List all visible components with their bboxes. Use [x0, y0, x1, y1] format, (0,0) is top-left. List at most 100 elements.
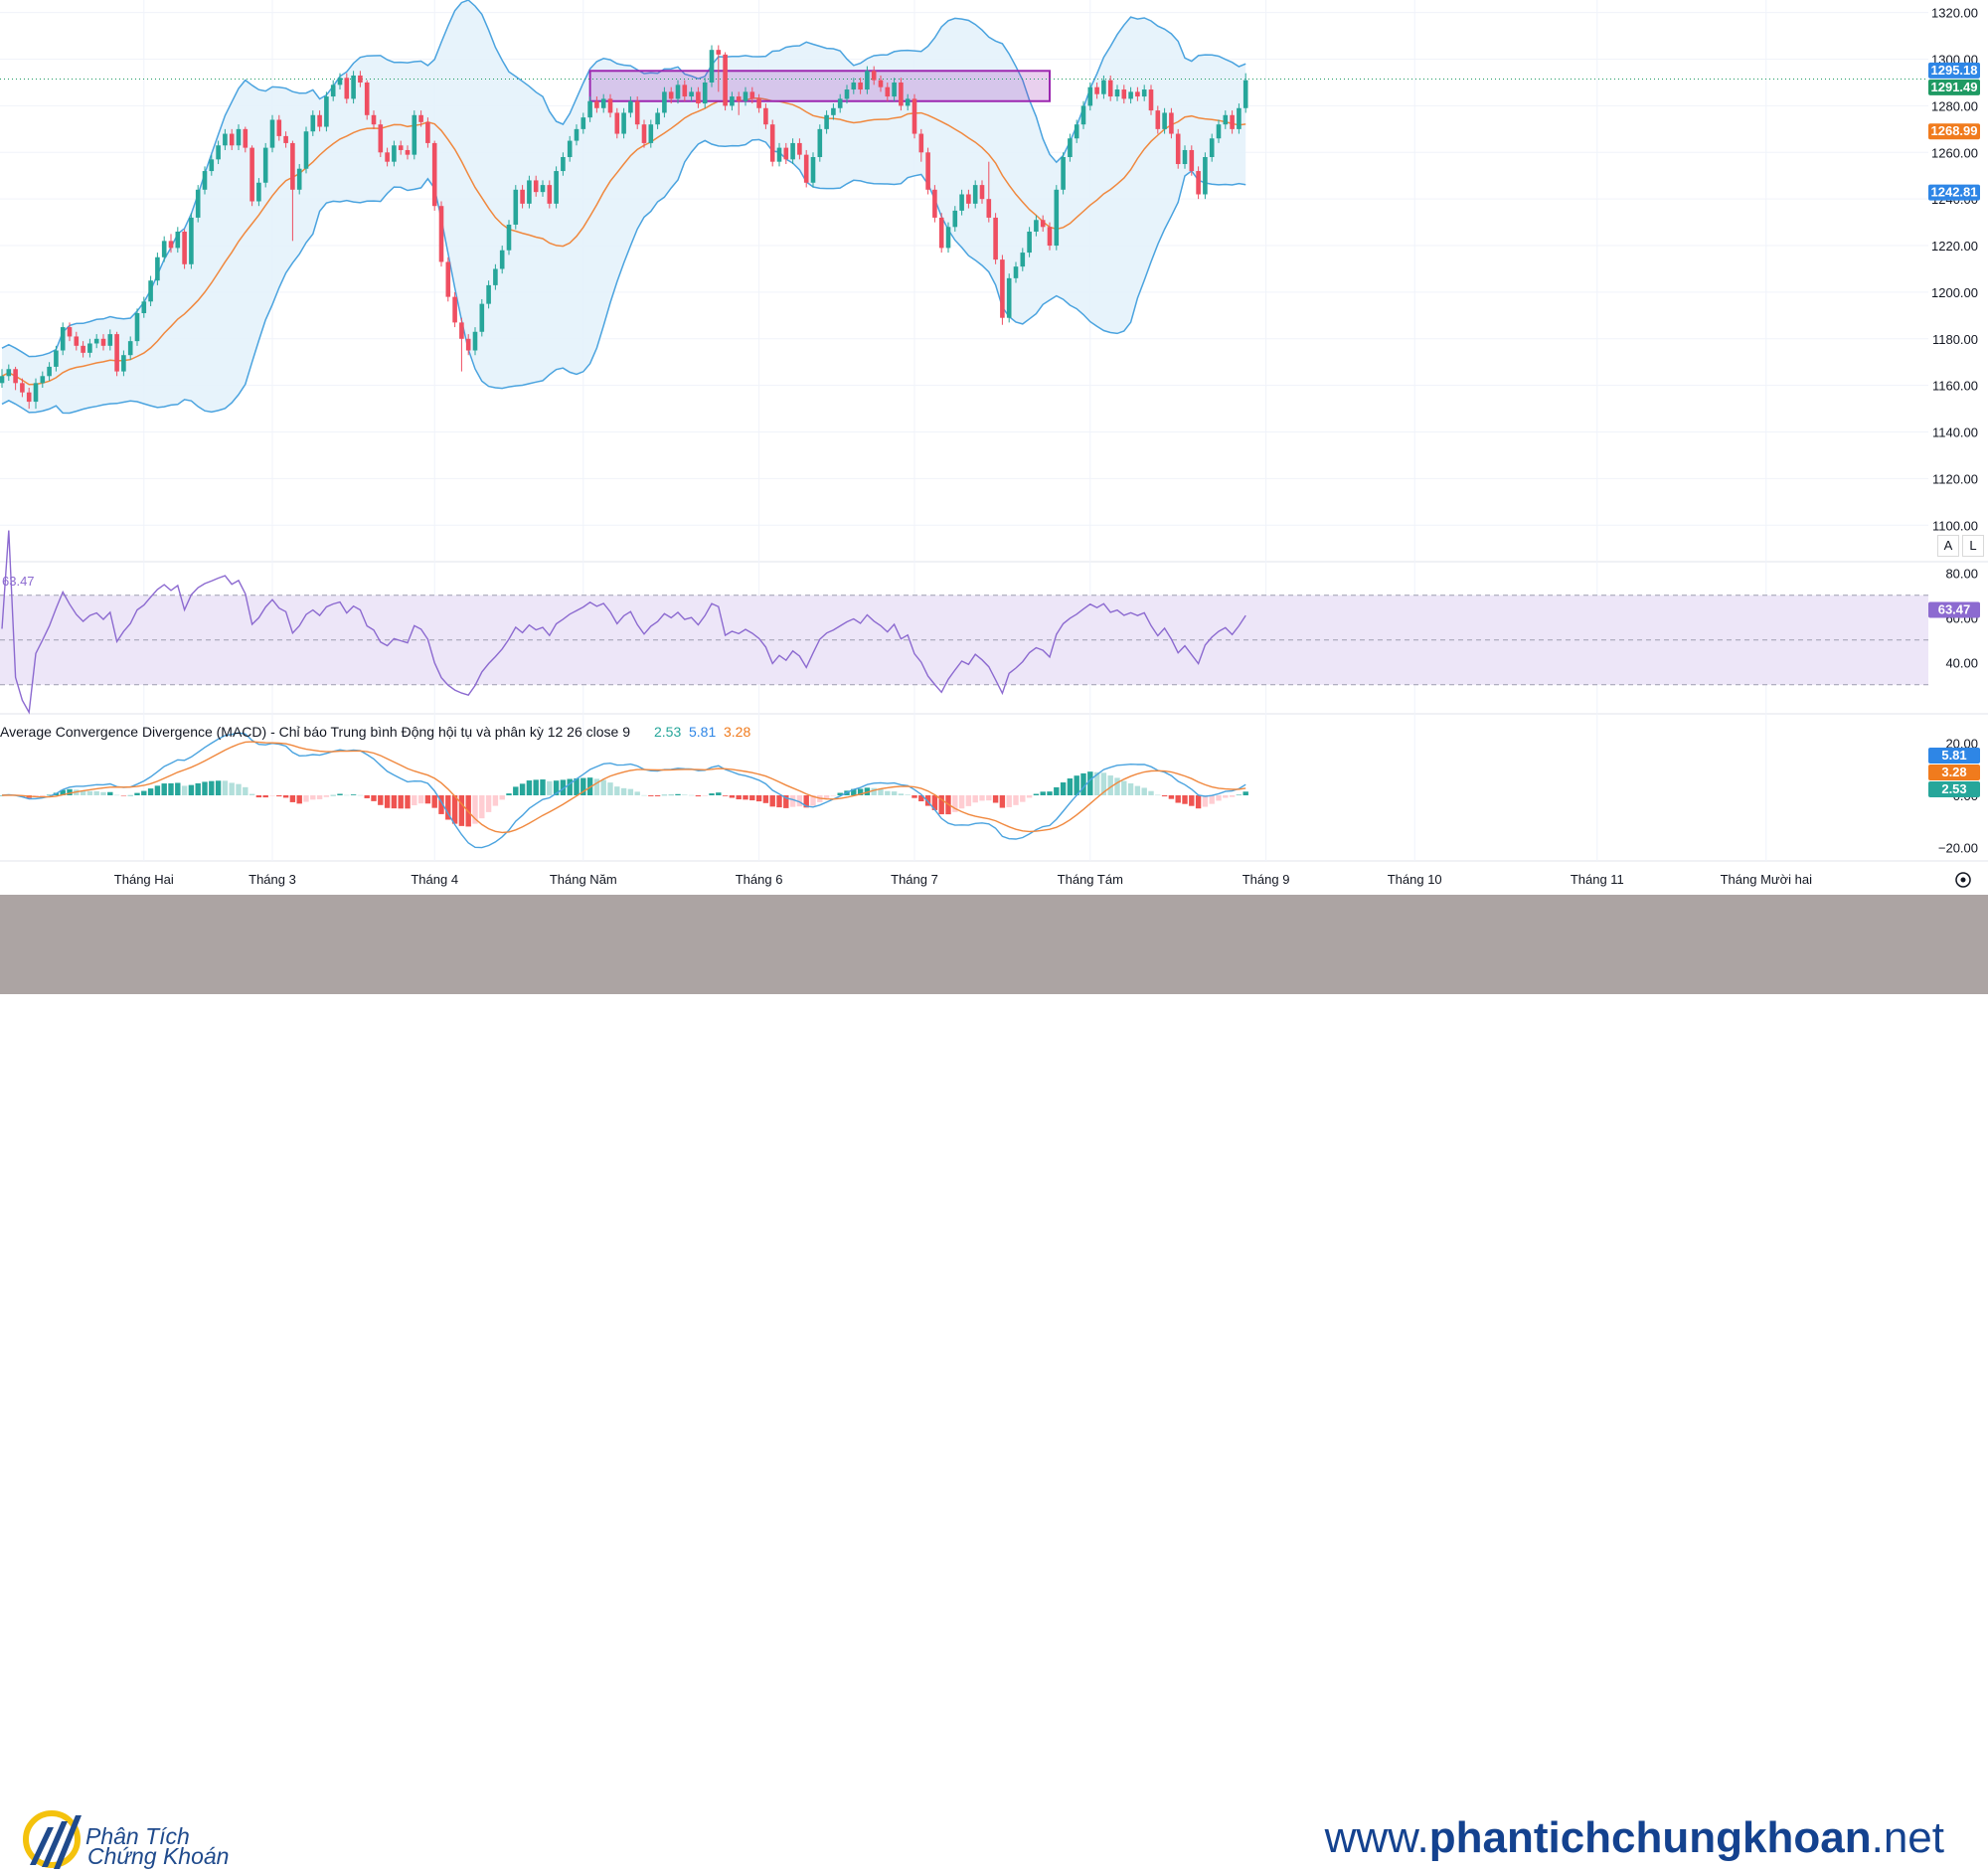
candle-body [979, 185, 985, 200]
candle-body [783, 147, 789, 160]
candle-body [364, 82, 370, 115]
candle-body [938, 217, 944, 249]
price-tick-label: 1200.00 [1931, 285, 1978, 300]
candle-body [1040, 220, 1046, 228]
price-badge-label: 1295.18 [1931, 63, 1978, 78]
candle-body [803, 154, 809, 183]
macd-histogram-bar [1020, 795, 1026, 802]
macd-badge [1928, 748, 1980, 764]
macd-histogram-bar [1182, 795, 1188, 804]
footer-banner: Phân Tích Chứng Khoán www.phantichchungk… [0, 895, 1988, 1869]
candle-body [1203, 156, 1208, 195]
candle-body [223, 133, 228, 146]
macd-histogram-bar [1141, 787, 1147, 795]
candle-body [6, 369, 12, 377]
macd-histogram-bar [248, 793, 255, 795]
macd-value-text: 5.81 [689, 724, 716, 740]
candle-body [527, 180, 532, 204]
macd-histogram-bar [412, 795, 417, 806]
macd-histogram-bar [255, 795, 262, 798]
candle-body [972, 185, 978, 204]
candle-body [1013, 266, 1019, 278]
price-candles [0, 45, 1248, 410]
candle-body [716, 50, 722, 55]
candle-body [358, 75, 363, 83]
macd-histogram-bar [1026, 795, 1033, 798]
candle-body [303, 131, 309, 169]
macd-histogram-bar [337, 793, 343, 795]
macd-histogram-bar [586, 777, 593, 795]
macd-histogram-bar [648, 795, 654, 796]
chart-canvas[interactable]: 1320.001300.001280.001260.001240.001220.… [0, 0, 1988, 895]
macd-histogram-bar [878, 788, 884, 795]
macd-histogram-bar [1216, 795, 1222, 801]
gear-ring [1955, 872, 1971, 888]
candle-body [249, 147, 254, 202]
auto-scale-button[interactable]: A [1937, 535, 1959, 557]
candle-body [337, 78, 343, 85]
macd-title-text: Average Convergence Divergence (MACD) - … [0, 724, 630, 740]
macd-tick-label: −20.00 [1938, 841, 1978, 856]
candle-body [1074, 124, 1079, 139]
macd-histogram-bar [1229, 795, 1236, 797]
macd-histogram-bar [743, 795, 748, 800]
candle-body [155, 256, 160, 281]
macd-histogram-bar [1236, 794, 1242, 796]
candle-body [26, 392, 32, 403]
macd-histogram-bar [620, 787, 627, 795]
candle-body [0, 376, 5, 384]
candle-body [641, 124, 647, 143]
macd-histogram-bar [1047, 791, 1053, 795]
candle-body [290, 142, 295, 190]
macd-histogram-bar [310, 795, 316, 800]
macd-histogram-bar [864, 787, 871, 795]
candle-body [993, 217, 998, 260]
candle-body [47, 366, 52, 377]
macd-histogram-bar [1195, 795, 1202, 809]
candle-body [148, 280, 153, 302]
rsi-line [1, 530, 1246, 715]
price-tick-label: 1320.00 [1931, 6, 1978, 21]
candle-body [696, 91, 701, 104]
macd-histogram-bar [222, 780, 229, 795]
macd-tick-label: 20.00 [1945, 736, 1978, 751]
macd-histogram-bar [776, 795, 782, 808]
log-scale-button[interactable]: L [1962, 535, 1984, 557]
macd-value-text: 2.53 [654, 724, 681, 740]
candle-body [493, 268, 498, 285]
macd-histogram-bar [141, 790, 147, 795]
candle-body [580, 117, 586, 129]
macd-histogram-bar [451, 795, 458, 824]
settings-gear-icon[interactable] [1955, 872, 1971, 888]
website-url[interactable]: www.phantichchungkhoan.net [1325, 1813, 1944, 1863]
macd-histogram-bar [783, 795, 789, 808]
macd-histogram-bar [215, 780, 222, 795]
time-axis[interactable]: Tháng Hai Tháng 3 Tháng 4 Tháng Năm Tháng 6 T… [114, 872, 1971, 888]
macd-histogram-bar [378, 795, 384, 805]
candle-body [865, 71, 870, 90]
macd-histogram-bar [60, 789, 66, 795]
macd-histogram-bar [709, 793, 715, 795]
price-badge-label: 1268.99 [1931, 123, 1978, 138]
candle-body [587, 100, 592, 118]
candle-body [1061, 156, 1066, 190]
price-axis[interactable]: 1320.001300.001280.001260.001240.001220.… [1928, 6, 1980, 856]
candle-body [398, 145, 404, 150]
candle-body [899, 82, 904, 106]
candle-body [574, 128, 580, 141]
candle-body [330, 85, 336, 97]
macd-histogram-bar [120, 795, 127, 796]
bollinger-fill [2, 0, 1246, 414]
candle-body [216, 145, 221, 160]
candle-body [648, 124, 654, 143]
macd-histogram-bar [634, 791, 640, 795]
candle-body [675, 85, 681, 99]
macd-histogram-bar [857, 788, 864, 795]
macd-histogram-bar [276, 795, 282, 797]
candle-body [1223, 114, 1229, 125]
macd-histogram-bar [641, 794, 647, 796]
candle-body [13, 369, 18, 384]
macd-histogram-bar [1087, 771, 1093, 795]
macd-histogram-bar [344, 794, 350, 796]
candle-body [769, 124, 775, 162]
